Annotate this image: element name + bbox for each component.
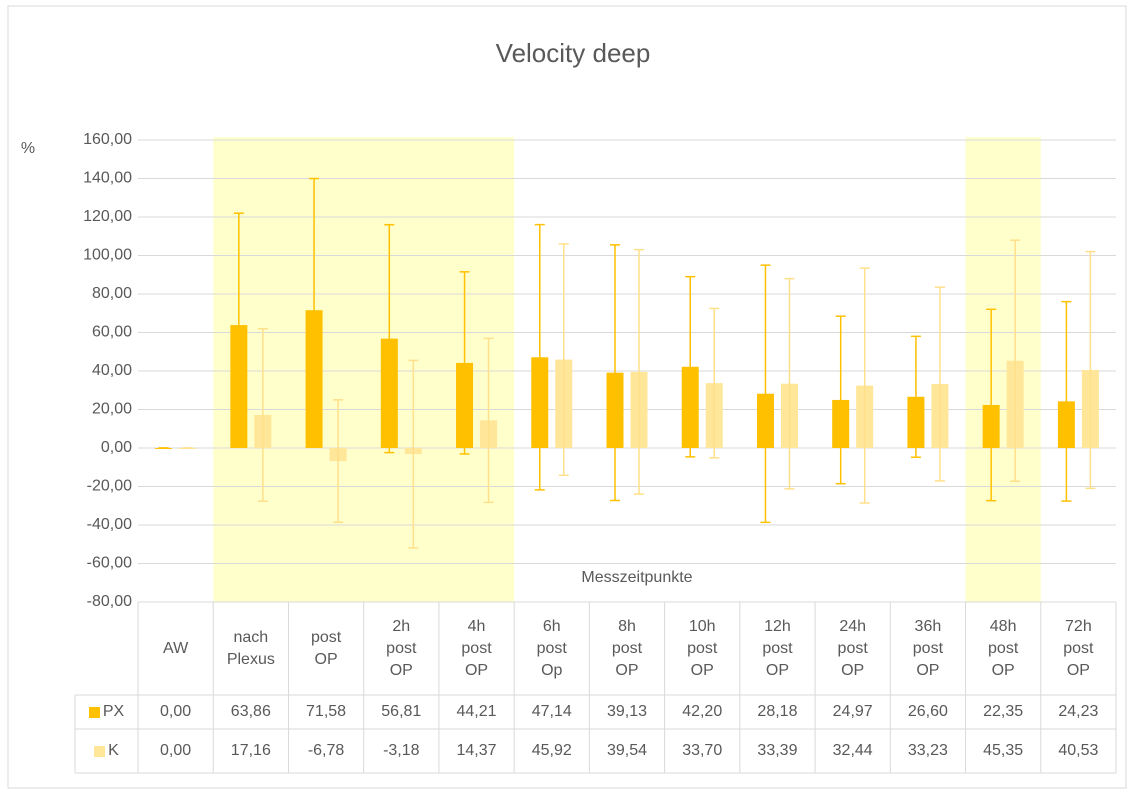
data-table-value: 26,60 bbox=[907, 703, 948, 720]
category-label-text: 8h post OP bbox=[611, 617, 643, 679]
legend-label: PX bbox=[102, 703, 125, 720]
legend-label: K bbox=[108, 742, 119, 759]
category-label: 48h post OP bbox=[966, 602, 1041, 695]
legend-entry: PX bbox=[75, 695, 138, 729]
y-tick-label: 140,00 bbox=[83, 170, 132, 187]
data-table-value: 33,23 bbox=[907, 742, 948, 759]
category-label: 8h post OP bbox=[589, 602, 664, 695]
category-label-text: 48h post OP bbox=[988, 617, 1019, 679]
data-table-value: 0,00 bbox=[160, 742, 192, 759]
y-tick-label: -20,00 bbox=[87, 478, 132, 495]
chart-title: Velocity deep bbox=[496, 38, 651, 68]
y-tick-label: 60,00 bbox=[92, 324, 132, 341]
y-tick-label: -80,00 bbox=[87, 593, 132, 610]
category-label: 12h post OP bbox=[740, 602, 815, 695]
category-label: 6h post Op bbox=[514, 602, 589, 695]
data-table-value: 24,97 bbox=[832, 703, 873, 720]
data-table-value: 71,58 bbox=[306, 703, 347, 720]
category-label: 10h post OP bbox=[665, 602, 740, 695]
data-table-value: 42,20 bbox=[682, 703, 723, 720]
data-table-value: 32,44 bbox=[832, 742, 873, 759]
category-label-text: 10h post OP bbox=[687, 617, 718, 679]
data-table-value: 17,16 bbox=[230, 742, 271, 759]
x-axis-label: Messzeitpunkte bbox=[581, 569, 692, 586]
category-label-text: 12h post OP bbox=[762, 617, 793, 679]
data-table-value: 63,86 bbox=[230, 703, 271, 720]
category-label-text: post OP bbox=[310, 628, 342, 668]
category-label-text: AW bbox=[163, 639, 189, 657]
data-table-value: 45,35 bbox=[983, 742, 1024, 759]
category-label-text: 36h post OP bbox=[912, 617, 944, 679]
data-table-value: 44,21 bbox=[456, 703, 497, 720]
y-tick-label: 80,00 bbox=[92, 285, 132, 302]
y-tick-label: -40,00 bbox=[87, 516, 132, 533]
y-tick-label: 160,00 bbox=[83, 131, 132, 148]
data-table-value: 39,54 bbox=[606, 742, 647, 759]
legend-key bbox=[88, 706, 100, 718]
category-label-text: 6h post Op bbox=[536, 617, 567, 679]
category-label-text: 4h post OP bbox=[461, 617, 492, 679]
y-tick-label: 120,00 bbox=[83, 208, 132, 225]
category-label: 72h post OP bbox=[1041, 602, 1116, 695]
category-label: 2h post OP bbox=[364, 602, 439, 695]
data-table-value: 22,35 bbox=[983, 703, 1024, 720]
y-tick-label: 40,00 bbox=[92, 362, 132, 379]
y-axis-label: % bbox=[21, 140, 35, 157]
category-label-text: 72h post OP bbox=[1063, 617, 1094, 679]
data-table-value: 14,37 bbox=[456, 742, 497, 759]
category-label: post OP bbox=[288, 602, 363, 695]
category-label: 36h post OP bbox=[890, 602, 965, 695]
legend-entry: K bbox=[75, 729, 138, 773]
data-table-value: 0,00 bbox=[160, 703, 192, 720]
y-tick-label: 100,00 bbox=[83, 247, 132, 264]
data-table-value: 40,53 bbox=[1058, 742, 1099, 759]
category-label-text: 24h post OP bbox=[837, 617, 868, 679]
data-table-value: 33,39 bbox=[757, 742, 798, 759]
y-tick-label: 20,00 bbox=[92, 401, 132, 418]
category-label: 4h post OP bbox=[439, 602, 514, 695]
y-tick-label: 0,00 bbox=[101, 439, 132, 456]
data-table-value: 24,23 bbox=[1058, 703, 1099, 720]
data-table-value: 47,14 bbox=[531, 703, 572, 720]
category-label-text: nach Plexus bbox=[226, 628, 275, 668]
data-table-value: -3,18 bbox=[383, 742, 420, 759]
data-table-value: 28,18 bbox=[757, 703, 798, 720]
data-table-value: 39,13 bbox=[606, 703, 647, 720]
data-table-value: 33,70 bbox=[682, 742, 723, 759]
data-table-value: 45,92 bbox=[531, 742, 572, 759]
data-table-value: 56,81 bbox=[381, 703, 422, 720]
category-label: AW bbox=[138, 602, 213, 695]
category-label: 24h post OP bbox=[815, 602, 890, 695]
legend-key bbox=[94, 745, 106, 757]
highlight-band bbox=[965, 137, 1041, 602]
category-label: nach Plexus bbox=[213, 602, 288, 695]
category-label-text: 2h post OP bbox=[386, 617, 417, 679]
y-tick-label: -60,00 bbox=[87, 555, 132, 572]
data-table-value: -6,78 bbox=[307, 742, 345, 759]
